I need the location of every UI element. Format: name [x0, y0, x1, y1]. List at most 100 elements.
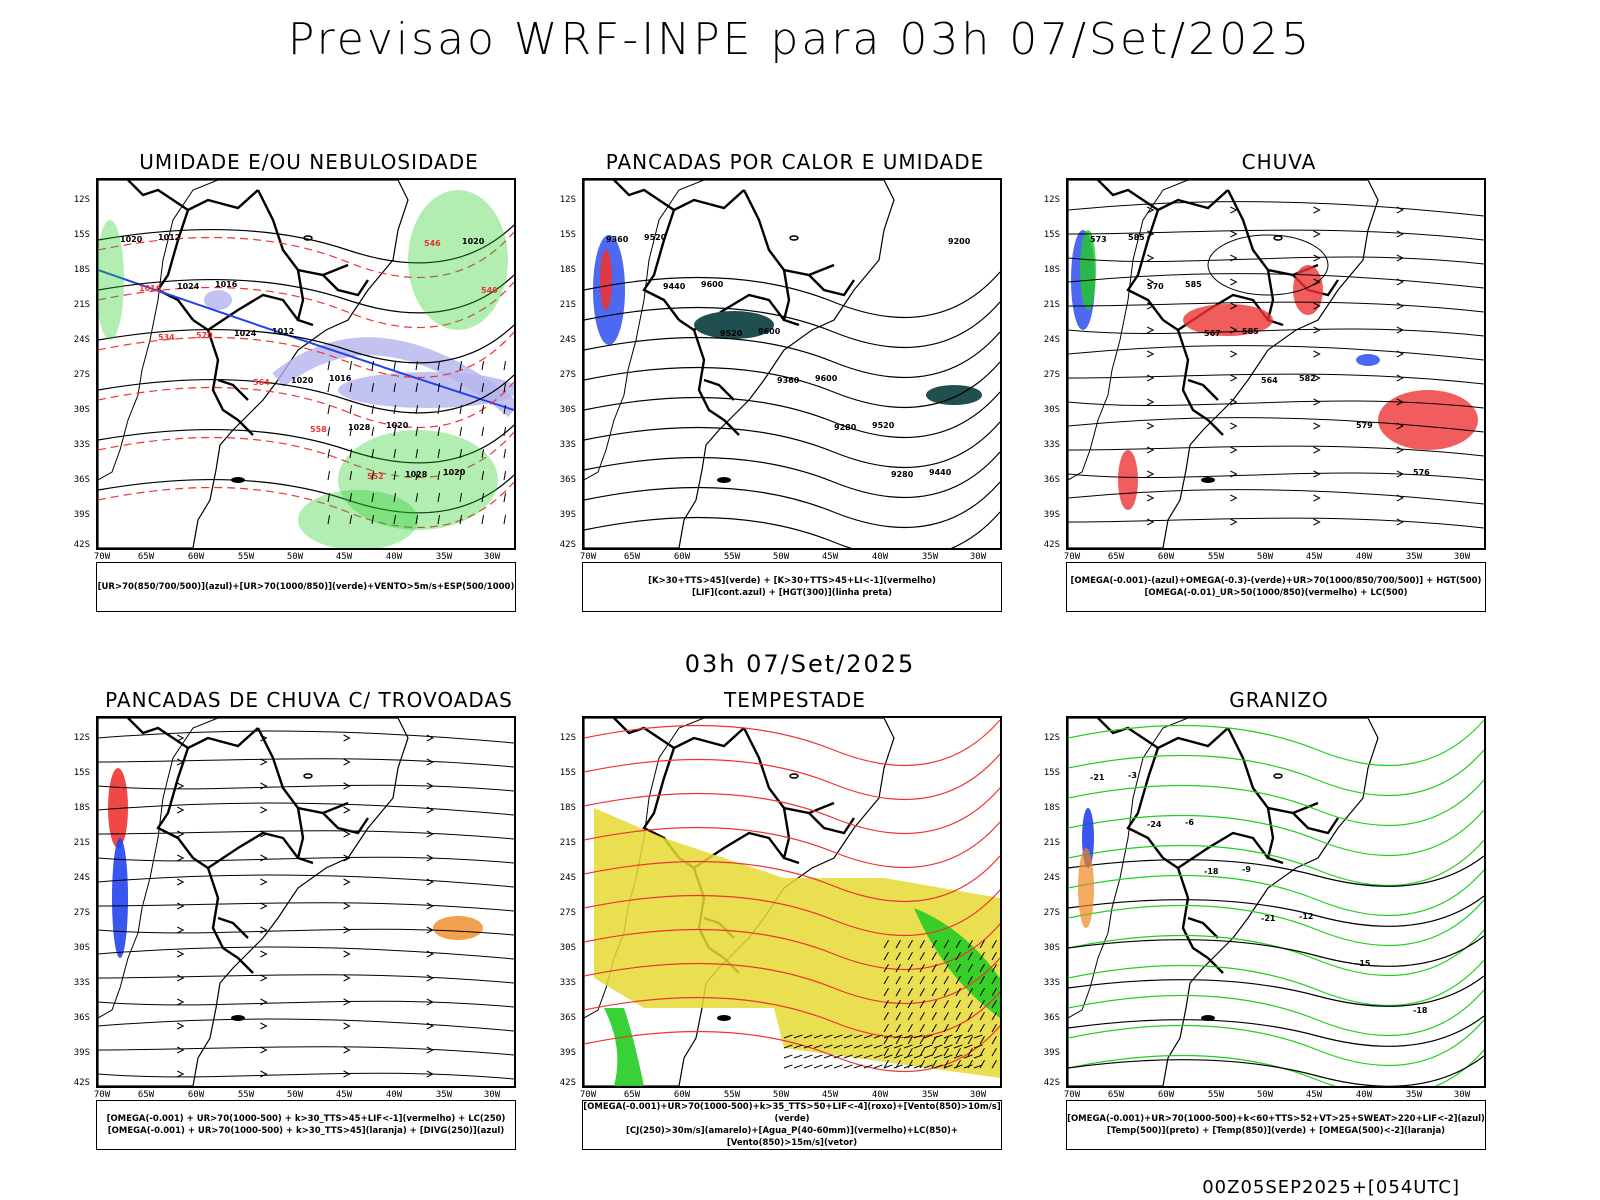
map-panel: GRANIZO -3 -6 -9 -12 -15 -18 -21 -24 -18 -21 12S 15S…	[1044, 688, 1494, 1164]
contour-label: -18	[1204, 867, 1219, 876]
longitude-tick-label: 55W	[237, 1090, 255, 1100]
map-plot	[584, 718, 1000, 1086]
contour-label: 1020	[120, 235, 143, 244]
longitude-tick-label: 70W	[1063, 552, 1081, 562]
contour-label: 9600	[758, 327, 781, 336]
latitude-tick-label: 21S	[73, 838, 90, 848]
contour-label: 585	[1185, 280, 1202, 289]
latitude-tick-label: 24S	[559, 335, 576, 345]
latitude-tick-label: 15S	[1043, 768, 1060, 778]
latitude-tick-label: 24S	[73, 335, 90, 345]
longitude-tick-label: 30W	[969, 552, 987, 562]
latitude-tick-label: 33S	[73, 440, 90, 450]
longitude-tick-label: 70W	[93, 1090, 111, 1100]
longitude-tick-label: 45W	[1305, 1090, 1323, 1100]
contour-label: 1020	[291, 376, 314, 385]
contour-label: 9520	[644, 233, 667, 242]
panel-title: PANCADAS DE CHUVA C/ TROVOADAS	[105, 688, 513, 712]
contour-label: -21	[1261, 914, 1276, 923]
latitude-tick-label: 18S	[73, 265, 90, 275]
longitude-tick-label: 35W	[1405, 1090, 1423, 1100]
latitude-tick-label: 15S	[1043, 230, 1060, 240]
contour-label: 1012	[272, 327, 294, 336]
contour-label: 9600	[815, 374, 838, 383]
longitude-tick-label: 70W	[1063, 1090, 1081, 1100]
map-panel: CHUVA 585 585 585 582 579 576 573 570 567 564 12S 15…	[1044, 150, 1494, 626]
latitude-tick-label: 12S	[73, 195, 90, 205]
longitude-tick-label: 30W	[483, 1090, 501, 1100]
longitude-tick-label: 45W	[821, 552, 839, 562]
latitude-tick-label: 39S	[73, 510, 90, 520]
latitude-tick-label: 15S	[73, 230, 90, 240]
latitude-tick-label: 18S	[559, 265, 576, 275]
map-plot: 585 585 585 582 579 576 573 570 567 564	[1068, 180, 1484, 548]
latitude-tick-label: 18S	[559, 803, 576, 813]
longitude-tick-label: 65W	[1107, 1090, 1125, 1100]
latitude-tick-label: 36S	[559, 1013, 576, 1023]
map-panel: PANCADAS DE CHUVA C/ TROVOADAS 12S 15S 18S 2…	[74, 688, 524, 1164]
forecast-time-label: 03h 07/Set/2025	[684, 650, 916, 678]
longitude-tick-label: 40W	[385, 1090, 403, 1100]
map-panel: TEMPESTADE 12S 15S 18S 21S 24S 27S 30S 33S 36S 39S…	[560, 688, 1010, 1164]
longitude-tick-label: 40W	[1355, 552, 1373, 562]
panel-legend: [OMEGA(-0.001)-(azul)+OMEGA(-0.3)-(verde…	[1066, 562, 1486, 612]
map-area	[582, 716, 1002, 1088]
contour-label: 570	[1147, 282, 1164, 291]
contour-label: -18	[1413, 1006, 1428, 1015]
latitude-tick-label: 36S	[1043, 1013, 1060, 1023]
contour-label: 9200	[948, 237, 971, 246]
latitude-tick-label: 15S	[559, 230, 576, 240]
contour-label: 576	[1413, 468, 1430, 477]
latitude-tick-label: 27S	[73, 370, 90, 380]
latitude-tick-label: 18S	[1043, 803, 1060, 813]
contour-label: 534	[158, 333, 175, 342]
map-plot: -3 -6 -9 -12 -15 -18 -21 -24 -18 -21	[1068, 718, 1484, 1086]
longitude-tick-label: 65W	[137, 1090, 155, 1100]
latitude-tick-label: 27S	[559, 908, 576, 918]
map-plot: 1012 1016 1012 1016 1020 1020 1020 1024 1024 1020…	[98, 180, 514, 548]
contour-label: 9440	[929, 468, 952, 477]
longitude-tick-label: 55W	[723, 552, 741, 562]
legend-line: [K>30+TTS>45](verde) + [K>30+TTS>45+LI<-…	[648, 576, 936, 586]
longitude-tick-label: 50W	[286, 1090, 304, 1100]
latitude-tick-label: 36S	[73, 475, 90, 485]
panel-legend: [UR>70(850/700/500)](azul)+[UR>70(1000/8…	[96, 562, 516, 612]
contour-label: 1020	[462, 237, 485, 246]
contour-label: 9360	[777, 376, 800, 385]
contour-label: 564	[1261, 376, 1278, 385]
latitude-tick-label: 42S	[559, 540, 576, 550]
latitude-tick-label: 27S	[73, 908, 90, 918]
latitude-tick-label: 39S	[1043, 510, 1060, 520]
longitude-tick-label: 65W	[137, 552, 155, 562]
map-panel: PANCADAS POR CALOR E UMIDADE 9520 9600 9600…	[560, 150, 1010, 626]
panel-title: TEMPESTADE	[724, 688, 866, 712]
latitude-tick-label: 18S	[1043, 265, 1060, 275]
contour-label: 546	[424, 239, 441, 248]
latitude-tick-label: 15S	[73, 768, 90, 778]
longitude-tick-label: 55W	[1207, 1090, 1225, 1100]
map-plot: 9520 9600 9600 9600 9520 9440 9360 9440 9520 9360…	[584, 180, 1000, 548]
longitude-tick-label: 60W	[1157, 1090, 1175, 1100]
latitude-tick-label: 24S	[73, 873, 90, 883]
latitude-tick-label: 36S	[73, 1013, 90, 1023]
latitude-tick-label: 15S	[559, 768, 576, 778]
latitude-tick-label: 30S	[1043, 405, 1060, 415]
latitude-tick-label: 27S	[1043, 370, 1060, 380]
panel-title: CHUVA	[1241, 150, 1317, 174]
latitude-tick-label: 24S	[1043, 873, 1060, 883]
longitude-tick-label: 55W	[723, 1090, 741, 1100]
map-panel: UMIDADE E/OU NEBULOSIDADE 1012 1016 1012 101…	[74, 150, 524, 626]
latitude-tick-label: 42S	[73, 540, 90, 550]
longitude-tick-label: 30W	[483, 552, 501, 562]
latitude-tick-label: 33S	[1043, 440, 1060, 450]
map-area: 1012 1016 1012 1016 1020 1020 1020 1024 1024 1020…	[96, 178, 516, 550]
contour-label: 540	[481, 286, 498, 295]
contour-label: -6	[1185, 818, 1194, 827]
latitude-tick-label: 21S	[559, 300, 576, 310]
contour-label: 1028	[348, 423, 371, 432]
contour-label: 567	[1204, 329, 1221, 338]
latitude-tick-label: 21S	[1043, 300, 1060, 310]
longitude-tick-label: 40W	[871, 552, 889, 562]
panel-title: PANCADAS POR CALOR E UMIDADE	[605, 150, 985, 174]
longitude-tick-label: 65W	[623, 552, 641, 562]
